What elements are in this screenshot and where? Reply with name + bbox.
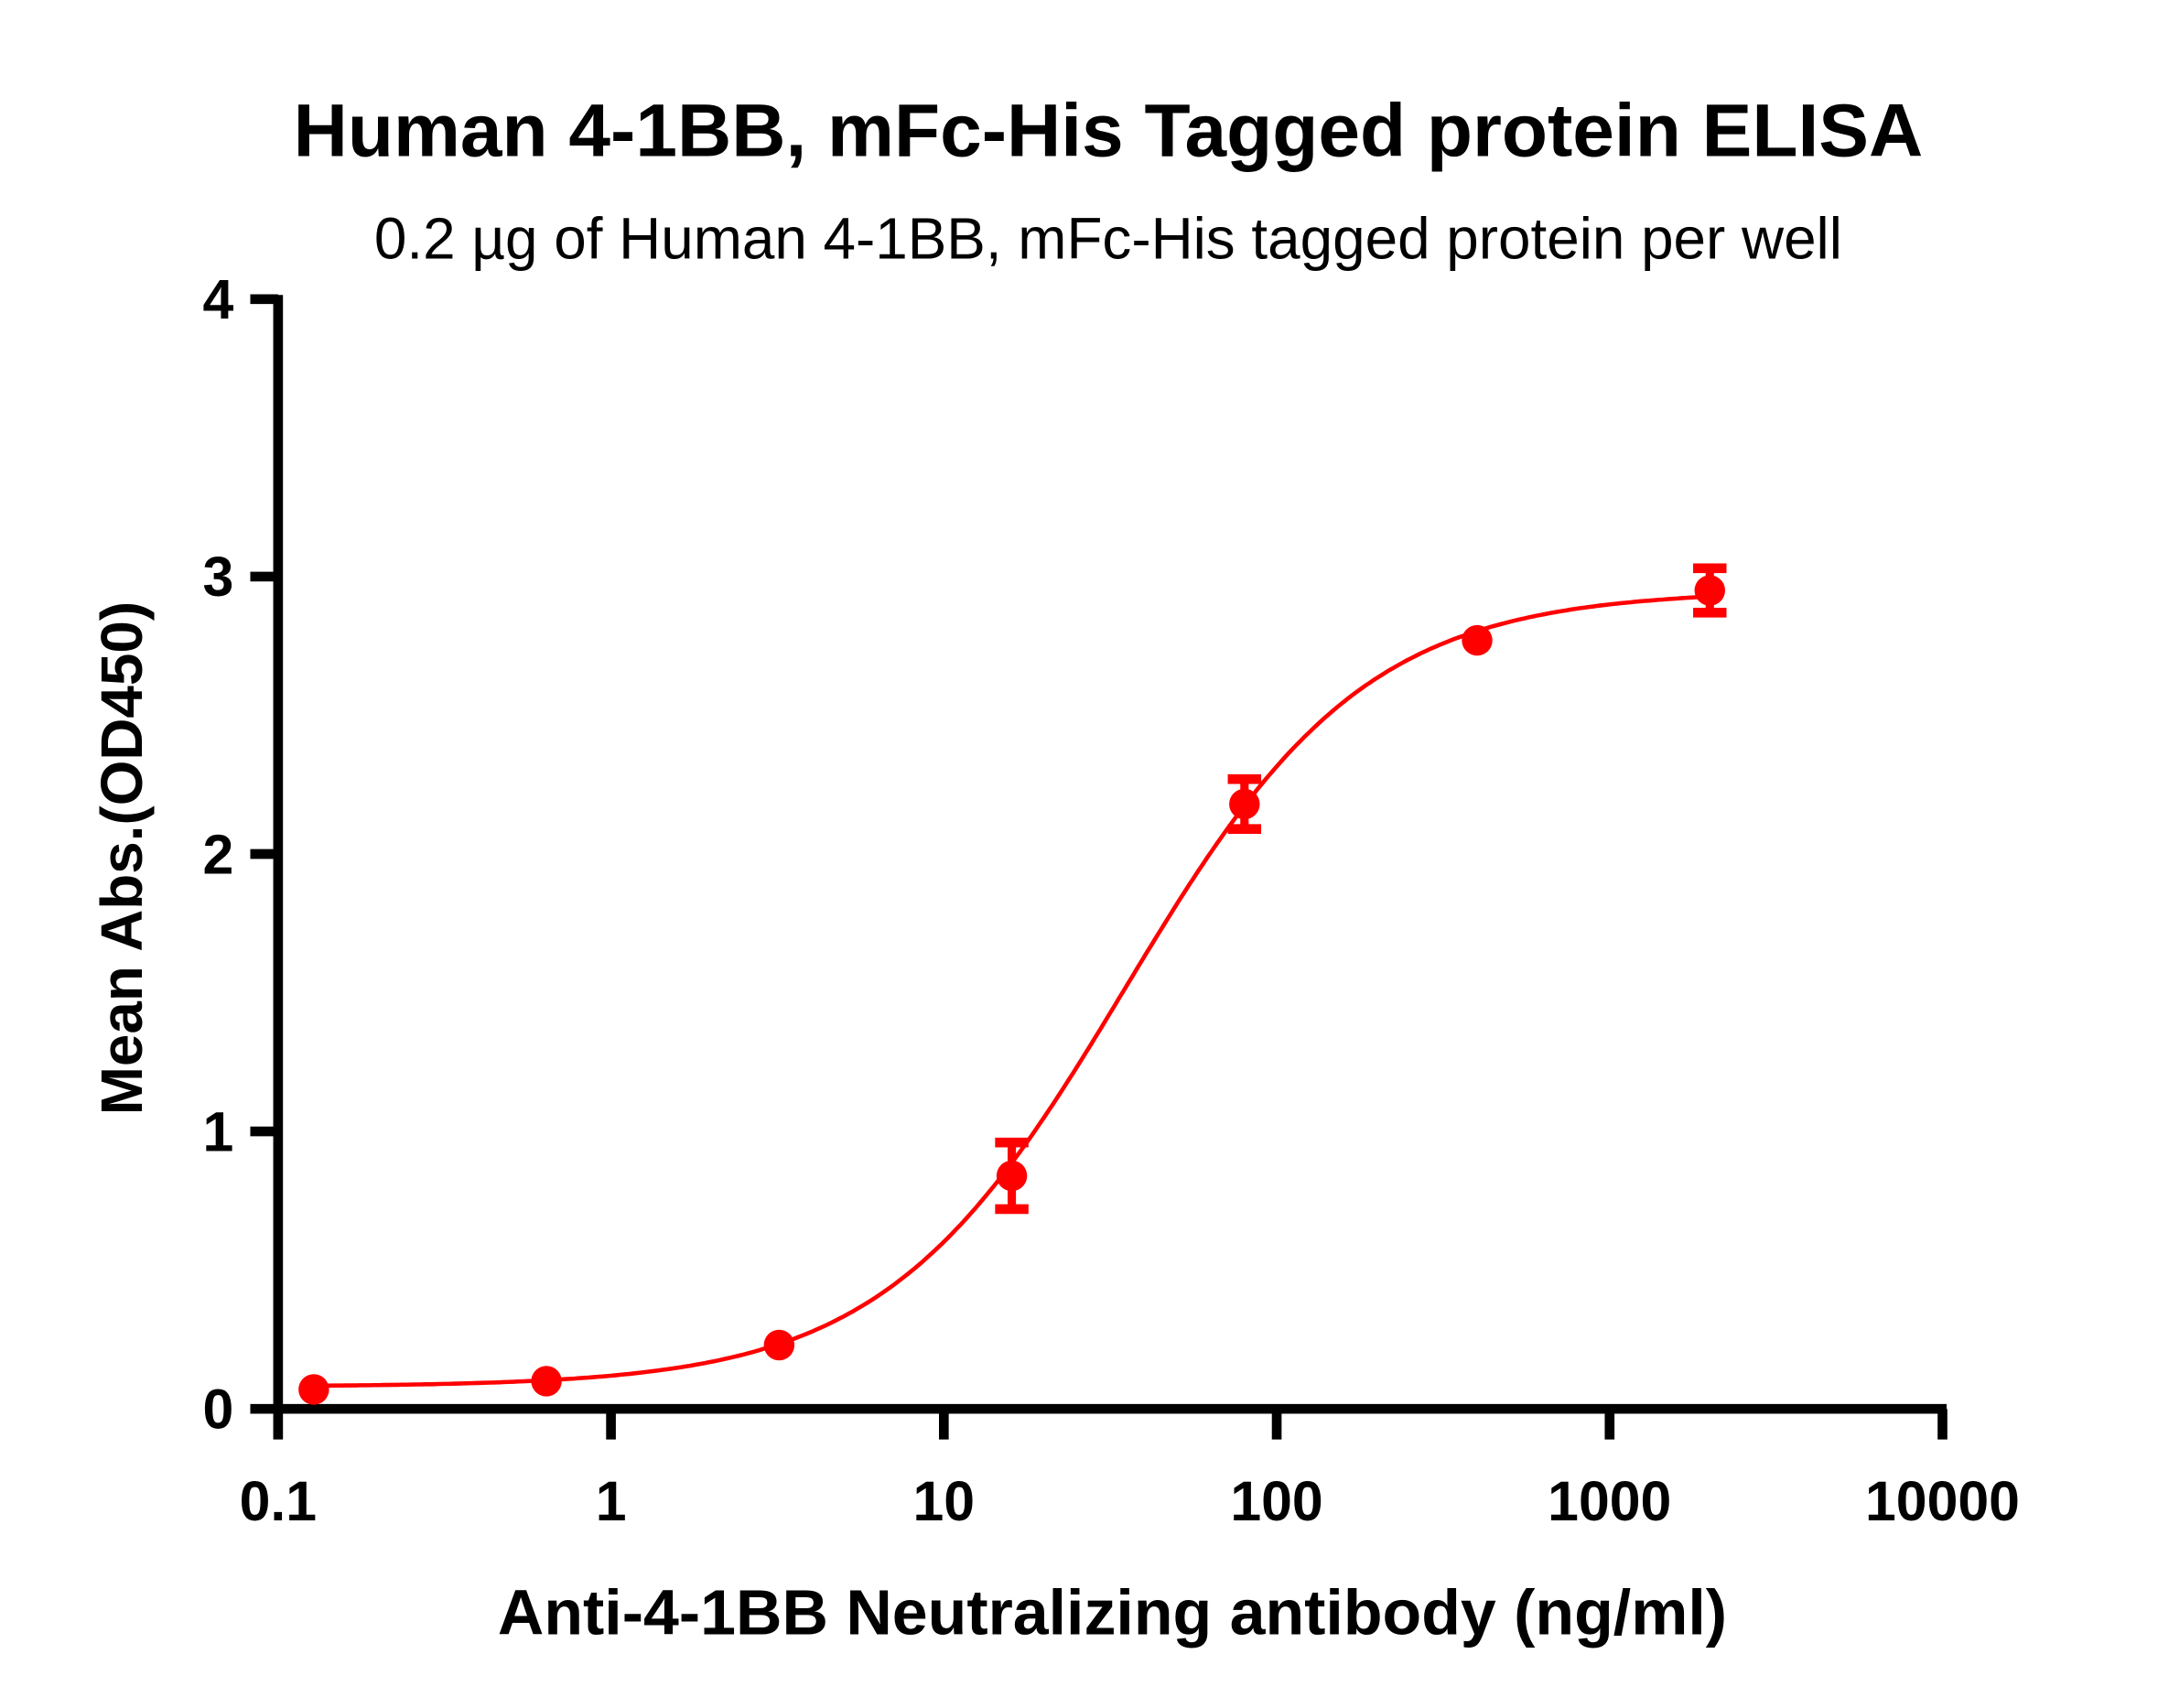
fit-curve bbox=[313, 594, 1710, 1389]
x-tick-label: 100 bbox=[1230, 1470, 1322, 1532]
y-axis-label: Mean Abs.(OD450) bbox=[89, 601, 155, 1115]
x-tick-label: 1000 bbox=[1548, 1470, 1671, 1532]
x-tick-label: 1 bbox=[596, 1470, 627, 1532]
x-tick-label: 10 bbox=[913, 1470, 976, 1532]
chart-subtitle: 0.2 µg of Human 4-1BB, mFc-His tagged pr… bbox=[374, 206, 1842, 272]
data-point bbox=[1694, 575, 1725, 606]
y-tick-label: 4 bbox=[202, 268, 233, 330]
y-tick-label: 2 bbox=[202, 823, 233, 885]
y-tick-label: 3 bbox=[202, 546, 233, 608]
y-tick-label: 0 bbox=[202, 1378, 233, 1440]
x-axis-label: Anti-4-1BB Neutralizing antibody (ng/ml) bbox=[498, 1576, 1727, 1648]
data-point bbox=[531, 1366, 562, 1397]
data-point bbox=[763, 1329, 795, 1361]
data-point bbox=[1229, 788, 1260, 820]
data-point bbox=[298, 1374, 329, 1405]
data-marks bbox=[298, 563, 1727, 1405]
x-tick-label: 10000 bbox=[1865, 1470, 2020, 1532]
x-tick-label: 0.1 bbox=[240, 1470, 317, 1532]
y-tick-label: 1 bbox=[202, 1100, 233, 1162]
chart-title: Human 4-1BB, mFc-His Tagged protein ELIS… bbox=[294, 89, 1924, 172]
axes: 0 1 2 3 4 0.1 1 10 100 1000 10000 bbox=[202, 268, 2020, 1532]
data-point bbox=[996, 1160, 1028, 1192]
data-point bbox=[1462, 624, 1493, 656]
